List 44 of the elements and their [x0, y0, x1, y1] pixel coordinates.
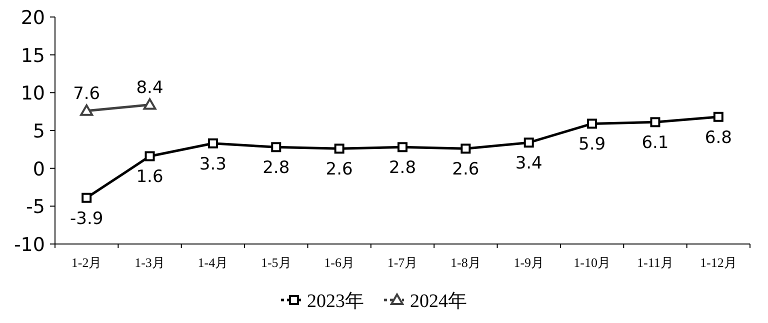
y-tick-label: 15 — [20, 44, 45, 67]
data-label: -3.9 — [70, 208, 104, 229]
data-label: 2.6 — [326, 160, 353, 180]
y-tick-label: -5 — [26, 196, 45, 218]
point — [587, 118, 598, 129]
data-label: 6.8 — [704, 128, 732, 148]
data-label: 2.8 — [388, 158, 416, 178]
point — [713, 112, 724, 122]
y-tick-label: 0 — [32, 158, 45, 180]
data-label: 5.9 — [578, 134, 606, 155]
point — [650, 117, 660, 128]
point — [398, 142, 408, 152]
y-tick-label: 20 — [20, 7, 45, 29]
point — [82, 192, 92, 203]
point — [144, 151, 155, 162]
point — [208, 138, 218, 148]
x-tick-label: 1-8月 — [450, 255, 481, 270]
point — [271, 142, 282, 152]
y-tick-label: -10 — [14, 234, 45, 256]
x-tick-label: 1-6月 — [324, 255, 354, 270]
point — [460, 144, 471, 154]
x-tick-label: 1-9月 — [514, 255, 544, 270]
x-tick-label: 1-3月 — [134, 255, 165, 270]
data-label: 3.3 — [199, 154, 226, 174]
data-label: 8.4 — [136, 78, 164, 98]
data-label: 6.1 — [642, 133, 669, 154]
data-label: 7.6 — [73, 84, 100, 104]
data-label: 3.4 — [515, 154, 542, 174]
data-label: 2.6 — [452, 160, 480, 180]
x-tick-label: 1-4月 — [198, 255, 228, 270]
data-label: 1.6 — [136, 167, 164, 188]
legend-label: 2024年 — [410, 291, 467, 312]
point — [524, 138, 534, 148]
y-tick-label: 5 — [32, 120, 45, 142]
legend-label: 2023年 — [307, 291, 364, 312]
y-tick-label: 10 — [20, 82, 45, 105]
x-tick-label: 1-10月 — [574, 255, 610, 270]
x-tick-label: 1-12月 — [700, 255, 737, 270]
point — [334, 144, 344, 154]
x-tick-label: 1-2月 — [71, 255, 102, 270]
x-tick-label: 1-5月 — [260, 255, 292, 270]
x-tick-label: 1-7月 — [387, 255, 418, 270]
data-label: 2.8 — [262, 158, 290, 178]
x-tick-label: 1-11月 — [637, 255, 674, 270]
